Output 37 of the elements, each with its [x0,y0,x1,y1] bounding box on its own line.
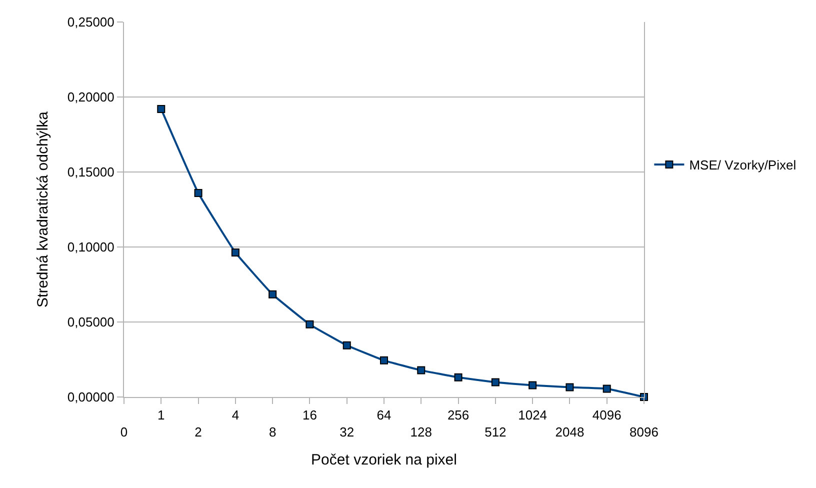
x-tick-label: 32 [340,424,354,440]
point [268,290,277,298]
x-tick-label: 4096 [592,408,622,423]
x-tick-label: 2 [194,424,202,440]
y-tick-label: 0,15000 [67,164,114,180]
point [306,320,314,328]
x-tick-label: 512 [484,424,506,440]
y-tick-label: 0,10000 [67,240,114,255]
x-tick-label: 1 [158,408,165,423]
legend-label: MSE/ Vzorky/Pixel [689,158,796,173]
x-tick-label: 2048 [555,424,584,440]
point [380,356,388,364]
x-tick-label: 8096 [630,424,658,440]
point [342,341,351,350]
x-tick-label: 128 [410,424,432,440]
x-tick-label: 0 [120,424,128,440]
point [566,383,574,392]
y-tick-label: 0,25000 [67,14,114,30]
point [417,366,426,374]
point [528,381,537,390]
x-tick-label: 1024 [518,408,548,423]
y-tick-label: 0,20000 [67,90,114,105]
y-tick-label: 0,05000 [67,314,114,330]
point [491,378,500,386]
x-tick-label: 8 [268,424,276,440]
point [157,105,166,113]
point [194,189,202,197]
point [231,248,240,257]
y-axis-title: Stredná kvadratická odchýlka [34,110,52,308]
y-tick-label: 0,00000 [67,390,114,405]
x-tick-label: 64 [376,408,392,423]
x-tick-label: 4 [232,408,240,423]
x-axis-title: Počet vzoriek na pixel [311,452,457,468]
x-tick-label: 16 [302,408,317,423]
x-tick-label: 256 [447,408,470,423]
point [454,373,462,382]
point [602,384,611,393]
